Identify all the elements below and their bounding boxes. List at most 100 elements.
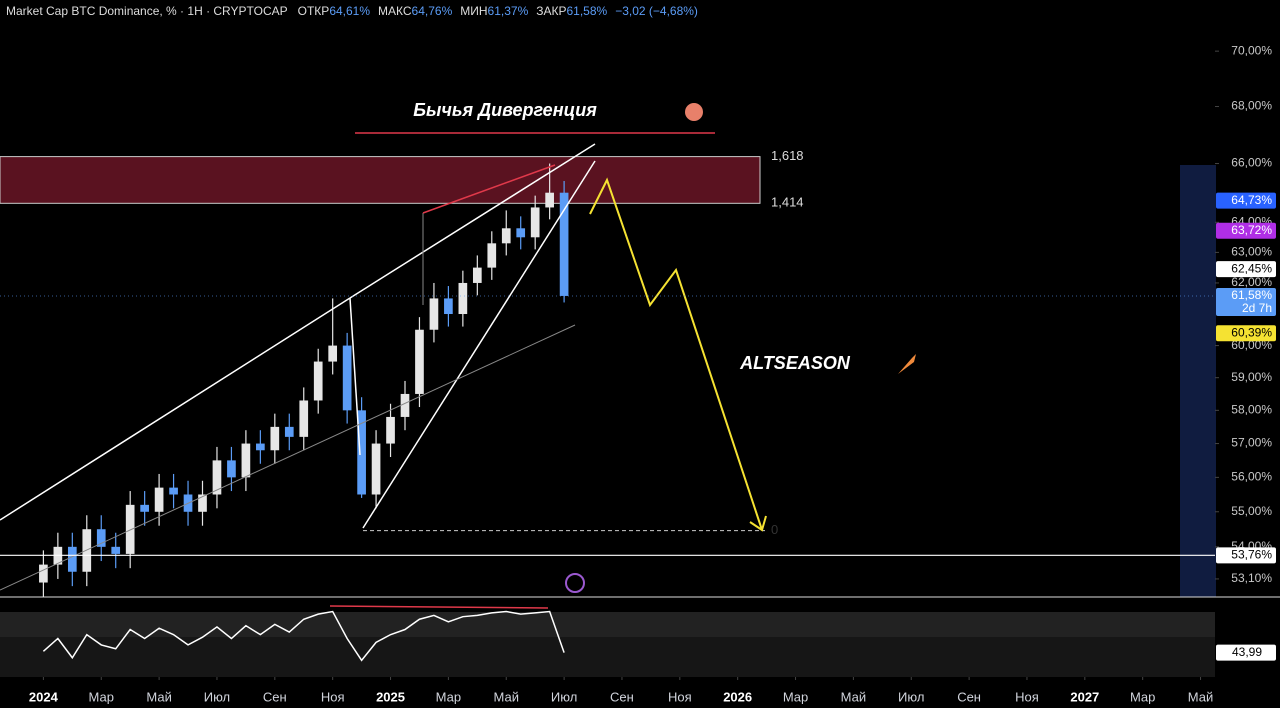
bear-icon [685, 103, 703, 121]
y-tick-label: 60,00% [1231, 338, 1272, 352]
price-sublabel: 2d 7h [1242, 301, 1272, 315]
candle-body [67, 546, 77, 572]
y-tick-label: 62,00% [1231, 275, 1272, 289]
annotation: Бычья Дивергенция [413, 100, 597, 120]
rsi-line [42, 610, 565, 662]
x-tick-label: Мар [89, 689, 114, 704]
projection [589, 177, 763, 531]
x-tick-label: Май [1188, 689, 1213, 704]
fib-label: 0 [771, 522, 778, 537]
rsi-panel [0, 637, 1215, 677]
change: −3,02 (−4,68%) [615, 4, 698, 18]
candle-body [545, 192, 554, 208]
candle-body [111, 546, 121, 554]
rsi-band [0, 612, 1215, 637]
x-tick-label: Июл [551, 689, 577, 704]
price-label-bg [1216, 325, 1276, 342]
candle-body [154, 487, 164, 512]
price-label: 62,45% [1231, 261, 1272, 275]
candle-body [357, 410, 366, 495]
header: Market Cap BTC Dominance, % · 1H · CRYPT… [6, 4, 698, 18]
y-tick-label: 53,10% [1231, 571, 1272, 585]
fib-label: 1,618 [771, 148, 804, 163]
candle-body [371, 443, 381, 495]
ohlc-value: 61,58% [567, 4, 608, 18]
ohlc-label: ЗАКР [536, 4, 566, 18]
x-tick-label: Июл [204, 689, 230, 704]
x-tick-label: 2027 [1070, 689, 1099, 704]
candle-body [270, 426, 280, 451]
candle-body [227, 460, 236, 478]
candle-body [487, 243, 497, 268]
price-label: 60,39% [1231, 325, 1272, 339]
rsi-divergence [329, 605, 549, 609]
rsi-label: 43,99 [1232, 645, 1262, 659]
y-tick-label: 68,00% [1231, 99, 1272, 113]
candle-body [328, 345, 338, 362]
candle-body [125, 504, 135, 554]
y-tick-label: 58,00% [1231, 403, 1272, 417]
candle-body [241, 443, 251, 478]
chart-title: Market Cap BTC Dominance, % · 1H · CRYPT… [6, 4, 288, 18]
candle-body [169, 487, 178, 495]
price-label: 61,58% [1231, 288, 1272, 302]
x-tick-label: 2026 [723, 689, 752, 704]
candle-body [400, 393, 410, 417]
x-tick-label: 2025 [376, 689, 405, 704]
candle-body [530, 207, 540, 238]
price-label: 63,72% [1231, 223, 1272, 237]
x-tick-label: 2024 [29, 689, 59, 704]
x-tick-label: Май [146, 689, 171, 704]
y-tick-label: 56,00% [1231, 470, 1272, 484]
x-tick-label: Ноя [668, 689, 692, 704]
price-label: 53,76% [1231, 548, 1272, 562]
x-tick-label: Мар [1130, 689, 1155, 704]
ohlc-label: МИН [460, 4, 487, 18]
y-tick-label: 70,00% [1231, 43, 1272, 57]
ohlc-value: 64,61% [329, 4, 370, 18]
candle-body [342, 345, 352, 411]
rocket-icon [898, 354, 916, 374]
x-tick-label: Ноя [321, 689, 345, 704]
candle-body [313, 361, 323, 401]
ohlc-label: ОТКР [298, 4, 330, 18]
x-tick-label: Сен [610, 689, 634, 704]
x-tick-label: Ноя [1015, 689, 1039, 704]
volume-profile [1180, 165, 1216, 597]
candle-body [429, 298, 439, 330]
y-tick-label: 55,00% [1231, 504, 1272, 518]
price-label-bg [1216, 222, 1276, 239]
candle-body [284, 426, 294, 437]
projection-arrowhead [749, 515, 767, 532]
candle-body [516, 228, 526, 238]
price-label-bg [1216, 287, 1276, 316]
price-label-bg [1216, 547, 1276, 564]
candle-body [472, 267, 482, 283]
plot-area [0, 156, 765, 597]
candle-body [501, 228, 511, 244]
candle-body [256, 443, 265, 451]
divergence-line [422, 164, 556, 214]
fib-zone [0, 156, 761, 204]
y-tick-label: 63,00% [1231, 245, 1272, 259]
x-tick-label: Мар [436, 689, 461, 704]
price-label: 64,73% [1231, 193, 1272, 207]
event-icon[interactable] [565, 573, 585, 593]
candle-body [458, 282, 468, 315]
ohlc-value: 61,37% [488, 4, 529, 18]
x-tick-label: Июл [898, 689, 924, 704]
x-tick-label: Май [494, 689, 519, 704]
y-tick-label: 57,00% [1231, 436, 1272, 450]
candle-body [39, 564, 48, 583]
x-tick-label: Сен [957, 689, 981, 704]
candle-body [140, 504, 149, 512]
ohlc-label: МАКС [378, 4, 412, 18]
x-tick-label: Мар [783, 689, 808, 704]
trend-lines [0, 143, 596, 529]
price-label-bg [1216, 192, 1276, 209]
candle-body [386, 416, 395, 444]
candle-body [444, 298, 453, 315]
ohlc-value: 64,76% [412, 4, 453, 18]
x-tick-label: Май [841, 689, 866, 704]
